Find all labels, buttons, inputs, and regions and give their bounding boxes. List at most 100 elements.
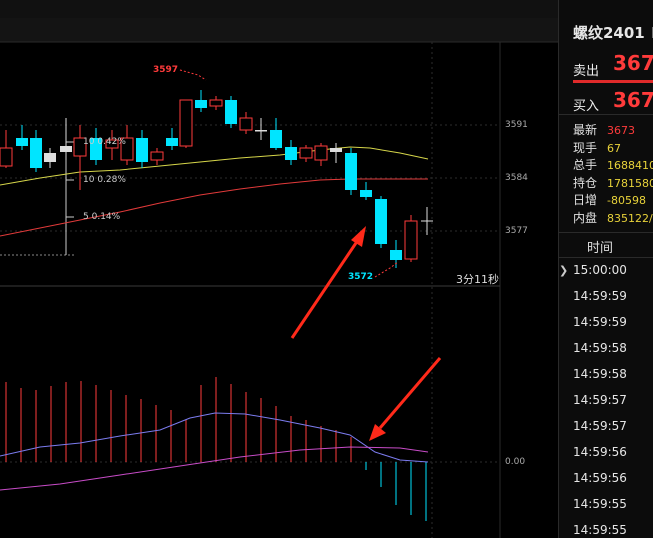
- candle-body[interactable]: [0, 147, 13, 167]
- quote-panel: 螺纹2401 R 卖出 3673 买入 3672 最新 3673 现手 67 总手 1688…: [558, 0, 653, 538]
- candle-body[interactable]: [390, 250, 402, 260]
- time-column-header: 时间: [587, 241, 614, 256]
- candle-body[interactable]: [299, 147, 313, 159]
- tick-time-row[interactable]: 14:59:55: [573, 497, 627, 511]
- tick-time-row[interactable]: 14:59:57: [573, 419, 627, 433]
- fib-label-3: 5 0.14%: [83, 212, 120, 222]
- candle-body[interactable]: [375, 199, 387, 244]
- candle-body[interactable]: [120, 137, 134, 161]
- candle-body[interactable]: [360, 190, 372, 197]
- candle-body[interactable]: [136, 138, 148, 162]
- candle-body[interactable]: [60, 146, 72, 152]
- contract-suffix: R: [651, 24, 653, 42]
- chevron-right-icon: ❯: [559, 264, 569, 277]
- fib-pct: 0.42%: [97, 137, 126, 147]
- stat-label: 日增: [573, 193, 598, 207]
- candle-body[interactable]: [255, 130, 267, 132]
- annotation-arrow-line: [378, 357, 442, 429]
- ma-red-line: [0, 178, 428, 237]
- panel-divider: [559, 232, 653, 233]
- candle-body[interactable]: [73, 137, 87, 157]
- bar-countdown: 3分11秒: [456, 273, 499, 286]
- stat-value: 1781580: [607, 176, 653, 190]
- stat-row: 现手 67: [573, 139, 621, 156]
- stat-row: 日增 -80598: [573, 191, 646, 208]
- fib-pct: 0.28%: [97, 175, 126, 185]
- high-pointer: [179, 69, 207, 81]
- stat-row: 总手 1688410: [573, 156, 653, 173]
- candle-body[interactable]: [285, 147, 297, 160]
- macd-dif-line: [0, 412, 429, 463]
- annotation-arrow-line: [290, 239, 360, 339]
- panel-divider: [559, 257, 653, 258]
- candle-body[interactable]: [270, 130, 282, 148]
- sell-label: 卖出: [573, 64, 600, 79]
- axis-tick-label: 0.00: [505, 457, 526, 467]
- stat-value: 67: [607, 141, 621, 155]
- candle-body[interactable]: [345, 153, 357, 190]
- stat-value: -80598: [607, 194, 646, 207]
- tick-time-row[interactable]: 14:59:59: [573, 289, 627, 303]
- candle-body[interactable]: [16, 138, 28, 146]
- fib-level: 10: [83, 137, 95, 147]
- axis-tick-label: 3591: [505, 120, 528, 130]
- candle-body[interactable]: [330, 148, 342, 152]
- low-price-tag: 3572: [348, 272, 374, 282]
- stat-row: 最新 3673: [573, 121, 635, 138]
- tick-time-row[interactable]: 14:59:58: [573, 367, 627, 381]
- stat-label: 持仓: [573, 175, 598, 190]
- axis-tick-label: 3577: [505, 226, 528, 236]
- candle-body[interactable]: [166, 138, 178, 146]
- bid-ask-divider: [573, 80, 653, 83]
- stat-label: 现手: [573, 140, 598, 155]
- kline-chart[interactable]: [0, 0, 558, 538]
- tick-time-row[interactable]: 14:59:56: [573, 445, 627, 459]
- stat-row: 持仓 1781580: [573, 174, 653, 191]
- buy-price[interactable]: 3672: [613, 88, 653, 112]
- candle-body[interactable]: [225, 100, 237, 124]
- candle-body[interactable]: [314, 145, 328, 161]
- macd-dea-line: [0, 446, 429, 491]
- stat-label: 总手: [573, 158, 598, 172]
- stat-label: 最新: [573, 123, 598, 137]
- tick-time-row[interactable]: 14:59:59: [573, 315, 627, 329]
- candle-body[interactable]: [44, 153, 56, 162]
- contract-title[interactable]: 螺纹2401 R: [573, 22, 653, 43]
- chart-toolbar-row: [0, 18, 558, 42]
- axis-tick-label: 3584: [505, 173, 528, 183]
- annotation-arrow-head: [369, 424, 386, 441]
- candle-body[interactable]: [90, 138, 102, 160]
- stat-value: 835122/49: [607, 211, 653, 225]
- tick-time-row[interactable]: 14:59:57: [573, 393, 627, 407]
- fib-label-2: 10 0.28%: [83, 175, 126, 185]
- candle-body[interactable]: [239, 117, 253, 131]
- stat-label: 内盘: [573, 210, 598, 225]
- candle-body[interactable]: [404, 220, 418, 260]
- candle-body[interactable]: [105, 139, 119, 149]
- candle-body[interactable]: [179, 99, 193, 147]
- sell-price[interactable]: 3673: [613, 51, 653, 75]
- tick-time-row[interactable]: 14:59:55: [573, 523, 627, 537]
- low-pointer: [374, 261, 399, 278]
- stat-value: 1688410: [607, 159, 653, 172]
- macd-histogram: [5, 377, 427, 521]
- stat-row: 内盘 835122/49: [573, 209, 653, 226]
- tick-time-row[interactable]: 14:59:56: [573, 471, 627, 485]
- stat-value: 3673: [607, 124, 635, 137]
- tick-time-row[interactable]: 14:59:58: [573, 341, 627, 355]
- high-price-tag: 3597: [153, 65, 179, 75]
- panel-divider: [559, 114, 653, 115]
- candles-group: [0, 90, 418, 268]
- candle-body[interactable]: [150, 151, 164, 161]
- candle-body[interactable]: [195, 100, 207, 108]
- fib-level: 5: [83, 212, 89, 222]
- annotation-arrow-head: [351, 226, 366, 247]
- kline-chart-area[interactable]: 3597 3572 3591 3584 3577 0.00 10 0.42% 1…: [0, 0, 558, 538]
- candle-body[interactable]: [30, 138, 42, 168]
- fib-pct: 0.14%: [91, 212, 121, 222]
- candle-body[interactable]: [209, 99, 223, 107]
- tick-time-row[interactable]: 15:00:00: [573, 263, 627, 277]
- fib-level: 10: [83, 175, 95, 185]
- buy-label: 买入: [573, 99, 600, 114]
- fib-label-1: 10 0.42%: [83, 137, 126, 147]
